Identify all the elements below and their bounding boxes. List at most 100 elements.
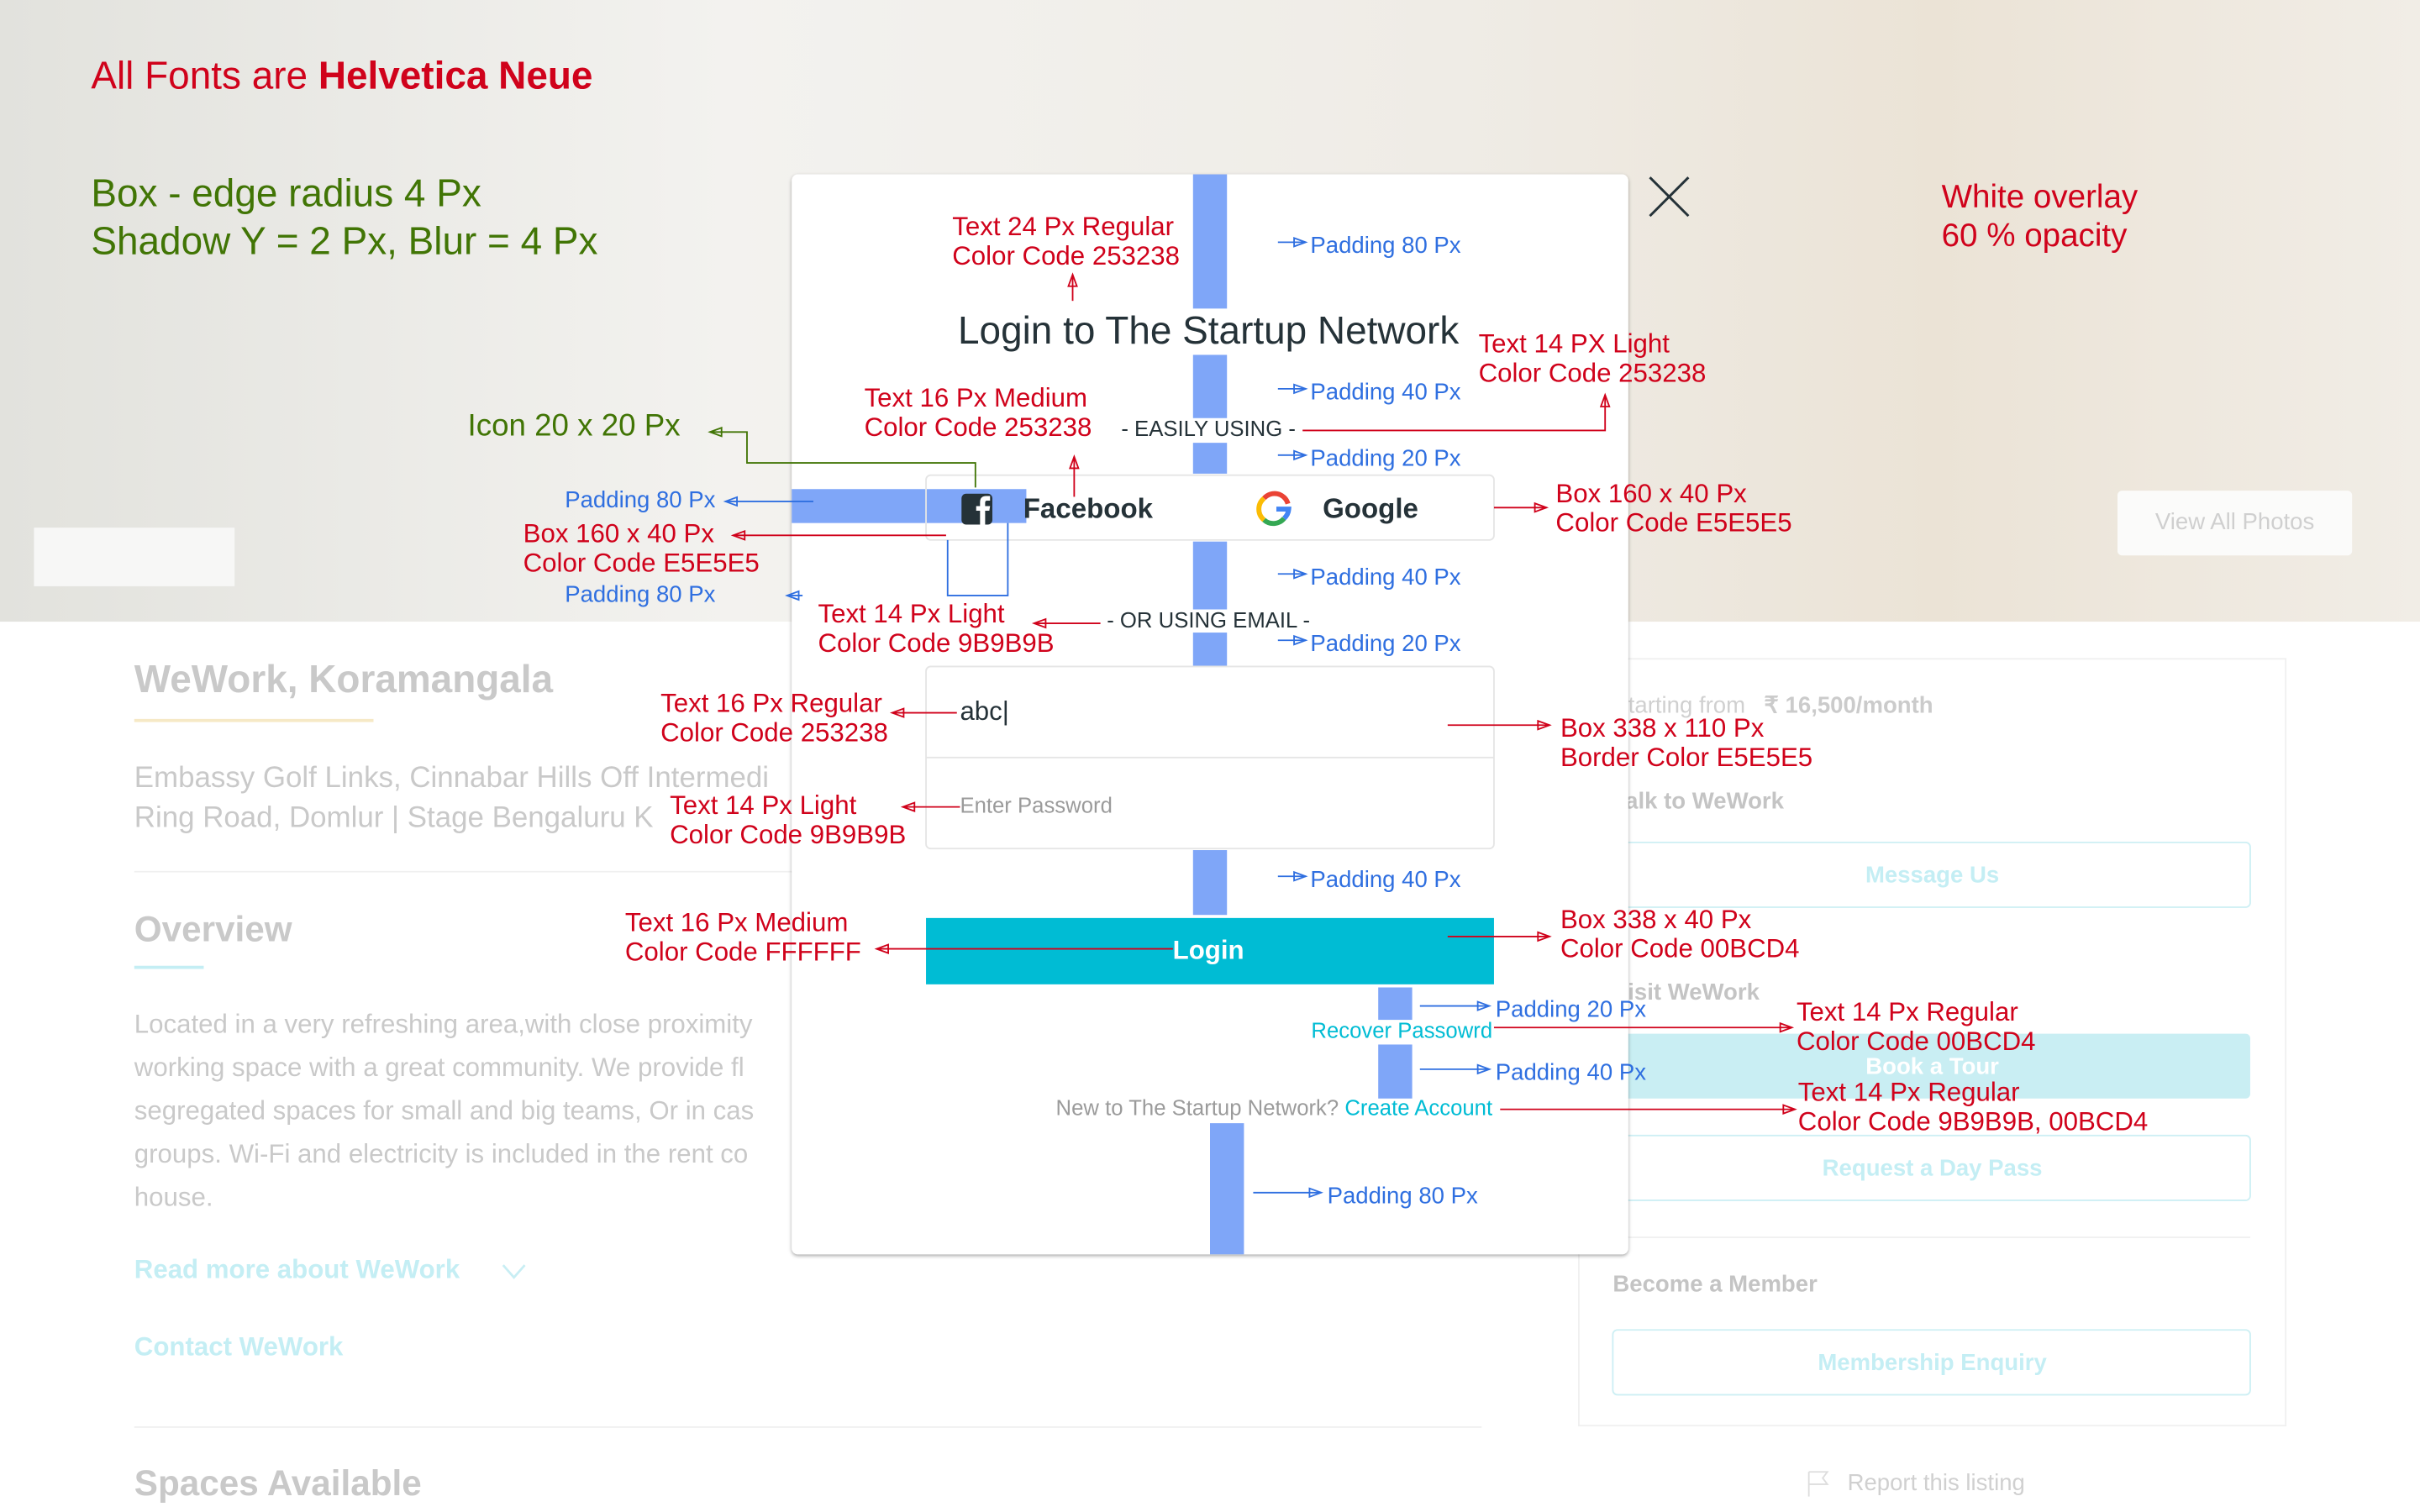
fonts-note-part: All Fonts are [91,54,318,97]
google[interactable]: Google [1323,494,1418,525]
spec-note: Color Code 253238 [1479,359,1707,388]
address: Embassy Golf Links, Cinnabar Hills Off I… [134,761,769,794]
overview-line: Located in a very refreshing area,with c… [134,1010,753,1039]
email-input[interactable]: abc| [960,696,1008,726]
tour[interactable]: Book a Tour [1865,1053,1999,1079]
spec-note: Color Code 9B9B9B [818,628,1054,658]
spec-note: Box 338 x 110 Px [1560,713,1765,743]
or-email: - OR USING EMAIL - [1107,609,1310,633]
arrow-head [1067,272,1078,287]
talk: Talk to WeWork [1612,787,1784,813]
arrow-head [874,943,889,954]
padding-note: Padding 20 Px [1310,445,1460,471]
thumb-button [34,528,235,586]
tour-button[interactable] [1612,1033,2250,1099]
starting-from: Starting from [1612,692,1745,718]
google-icon[interactable] [1256,491,1292,527]
view-photos-button[interactable] [2118,491,2353,556]
arrow-head [1293,568,1308,580]
arrow-head [1476,1000,1492,1011]
spec-note: Color Code 253238 [952,241,1180,270]
arrow-head [1476,1063,1492,1075]
padding-note: Padding 40 Px [1310,379,1460,405]
arrow-head [900,801,916,812]
padding-note: Padding 80 Px [1310,232,1460,258]
arrow-head [1779,1021,1795,1033]
spec-note: Border Color E5E5E5 [1560,743,1812,772]
enquiry-button[interactable] [1612,1329,2251,1396]
spec-note: Color Code 253238 [660,718,888,748]
flag-icon [1807,1471,1829,1497]
radius-note: Box - edge radius 4 Px [91,171,481,214]
view-photos[interactable]: View All Photos [2155,508,2314,534]
padding-note: Padding 80 Px [565,580,715,606]
arrow-head [1534,501,1549,513]
overview-line: house. [134,1182,213,1211]
arrow-head [1069,454,1080,470]
icon-note: Icon 20 x 20 Px [468,407,681,442]
spec-note: Color Code E5E5E5 [1555,508,1791,538]
overview-title: Overview [134,910,292,949]
signup-line: New to The Startup Network? Create Accou… [1056,1096,1493,1120]
modal-text: Login to The Startup Network - EASILY USI… [958,308,1492,1121]
padding-note: Padding 20 Px [1310,630,1460,656]
arrow-head [1293,383,1308,395]
spec-note: Color Code E5E5E5 [523,548,760,577]
enquiry[interactable]: Membership Enquiry [1818,1349,2047,1375]
read-more[interactable]: Read more about WeWork [134,1255,460,1284]
contact[interactable]: Contact WeWork [134,1332,344,1362]
address: Ring Road, Domlur | Stage Bengaluru K [134,801,654,834]
padding-guides [792,174,1413,1255]
padding-note: Padding 40 Px [1310,564,1460,590]
report[interactable]: Report this listing [1848,1469,2025,1495]
padding-note: Padding 80 Px [565,486,715,512]
recover[interactable]: Recover Passowrd [1311,1020,1492,1043]
spaces-title: Spaces Available [134,1463,422,1503]
arrow-head [889,707,905,718]
visit: Visit WeWork [1612,979,1760,1005]
spec-note: Text 16 Px Regular [660,689,882,718]
arrow-head [1308,1187,1323,1199]
easily: - EASILY USING - [1121,417,1296,441]
bracket [946,522,1009,596]
spec-note: Box 338 x 40 Px [1560,905,1752,934]
spec-note: Text 16 Px Medium [865,383,1087,412]
overlay-note: White overlay [1942,179,2139,215]
spec-note: Box 160 x 40 Px [523,519,715,549]
padding-note: Padding 80 Px [1328,1183,1478,1209]
close-icon[interactable] [1649,176,1690,218]
padding-note: Padding 40 Px [1496,1059,1646,1085]
price: ₹ 16,500/month [1764,692,1933,718]
spec-note: Color Code 00BCD4 [1560,934,1800,963]
spec-note: Color Code 00BCD4 [1797,1026,2036,1056]
arrow-head [1293,870,1308,882]
arrow-line [709,431,976,488]
facebook[interactable]: Facebook [1023,494,1154,525]
modal-title: Login to The Startup Network [958,308,1460,352]
password-input[interactable]: Enter Password [960,794,1112,817]
spec-note: Text 14 Px Regular [1798,1077,2020,1106]
arrow-head [1293,634,1308,646]
spec-note: Color Code 253238 [865,412,1092,442]
arrow-head [1537,931,1552,942]
spec-note: Text 16 Px Medium [625,907,848,937]
spec-note: Text 14 Px Regular [1797,997,2018,1026]
login-label[interactable]: Login [1173,936,1244,965]
annotations: All Fonts are Helvetica Neue Box - edge r… [91,54,2148,1209]
day-pass[interactable]: Request a Day Pass [1823,1155,2043,1181]
arrow-head [723,496,738,507]
signup-part[interactable]: Create Account [1344,1096,1492,1120]
arrow-head [1537,719,1552,731]
arrow-head [730,529,746,541]
member: Become a Member [1612,1270,1818,1296]
padding-note: Padding 40 Px [1310,866,1460,892]
background-text: View All Photos WeWork, Koramangala Embass… [134,508,2314,1503]
arrow-head [1293,449,1308,461]
message[interactable]: Message Us [1865,862,1999,888]
overview-line: groups. Wi-Fi and electricity is include… [134,1139,749,1168]
login-button[interactable] [926,917,1494,984]
spec-note: Text 14 PX Light [1479,329,1670,359]
arrow-head [1293,237,1308,248]
